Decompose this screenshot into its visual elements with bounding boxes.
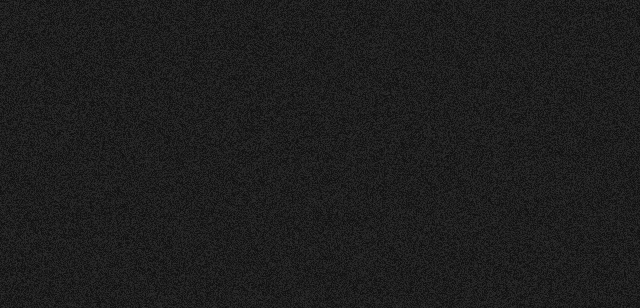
Text: $424.594: $424.594 bbox=[450, 214, 459, 262]
Bar bbox=[536, 107, 570, 271]
Bar bbox=[585, 84, 620, 271]
Text: $240.569: $240.569 bbox=[104, 229, 113, 276]
Title: Semiconductor Revenues: Semiconductor Revenues bbox=[206, 25, 504, 45]
Text: $589.957: $589.957 bbox=[548, 201, 557, 249]
Bar bbox=[189, 193, 224, 271]
Text: $249.809: $249.809 bbox=[153, 228, 162, 275]
Bar bbox=[91, 204, 125, 271]
Text: $473.821: $473.821 bbox=[499, 211, 508, 258]
Text: $302.349: $302.349 bbox=[301, 224, 310, 271]
Text: $371.321: $371.321 bbox=[351, 219, 360, 266]
Text: $672.884: $672.884 bbox=[598, 195, 607, 242]
Text: $285.884: $285.884 bbox=[252, 225, 260, 273]
Bar bbox=[387, 152, 422, 271]
Bar bbox=[239, 192, 274, 271]
Bar bbox=[437, 153, 472, 271]
Text: $281.081: $281.081 bbox=[202, 226, 211, 273]
Bar bbox=[486, 140, 521, 271]
Bar bbox=[140, 202, 175, 271]
Bar bbox=[338, 168, 372, 271]
Bar bbox=[289, 187, 323, 271]
Text: $429.598: $429.598 bbox=[400, 214, 409, 261]
